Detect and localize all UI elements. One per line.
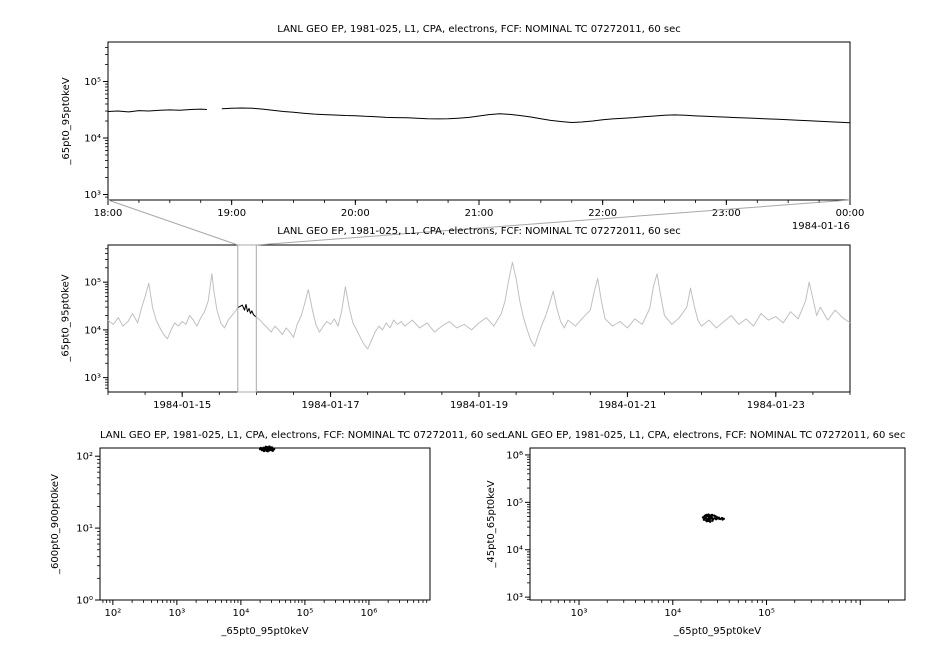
data-point	[704, 517, 707, 520]
chart-panel-0: 10³ 10⁴ 10⁵ 18:00 19:00 20:00 21:00 22:00 23:00 0…	[84, 41, 865, 219]
y-tick-label: 10⁴	[84, 325, 101, 336]
x-tick-label: 10⁴	[664, 608, 681, 619]
x-tick-label: 1984-01-17	[302, 400, 360, 411]
x-tick-label: 10³	[571, 608, 588, 619]
y-tick-label: 10⁵	[84, 77, 101, 88]
panel4-x-axis-label: _65pt0_95pt0keV	[673, 626, 762, 637]
zoom-region-box[interactable]	[237, 244, 257, 393]
data-point	[721, 518, 724, 521]
data-point	[705, 513, 708, 517]
chart-panel-3: 10³ 10⁴ 10⁵ 10⁶ 10³ 10⁴ 10⁵	[506, 447, 906, 619]
panel3-title: LANL GEO EP, 1981-025, L1, CPA, electron…	[100, 430, 504, 441]
data-point	[707, 516, 710, 520]
series-highlighted-interval	[237, 304, 257, 318]
data-point	[714, 518, 718, 521]
x-tick-label: 22:00	[588, 208, 617, 219]
series-context-flux	[107, 261, 851, 350]
y-tick-label: 10⁴	[506, 545, 523, 556]
y-tick-label: 10⁴	[84, 134, 101, 145]
x-tick-label: 10²	[104, 608, 121, 619]
panel4-y-axis-label: _45pt0_65pt0keV	[486, 480, 497, 568]
y-tick-label: 10⁶	[506, 450, 523, 461]
y-tick-label: 10³	[84, 373, 101, 384]
data-point	[271, 449, 274, 452]
y-tick-label: 10⁵	[506, 498, 523, 509]
panel1-title: LANL GEO EP, 1981-025, L1, CPA, electron…	[277, 24, 681, 35]
x-tick-label: 20:00	[341, 208, 370, 219]
data-point	[705, 519, 709, 522]
panel2-title: LANL GEO EP, 1981-025, L1, CPA, electron…	[277, 226, 681, 237]
x-tick-label: 19:00	[217, 208, 246, 219]
chart-panel-2: 10⁰ 10¹ 10² 10² 10³ 10⁴ 10⁵ 10⁶	[76, 445, 431, 619]
panel3-y-axis-label: _600pt0_900pt0keV	[50, 474, 61, 574]
series-electron-flux-65-95keV	[107, 107, 851, 124]
zoom-link-line-right	[256, 199, 851, 246]
panel2-y-axis-label: _65pt0_95pt0keV	[60, 274, 72, 362]
data-point	[708, 519, 711, 523]
y-tick-label: 10³	[84, 190, 101, 201]
context-date-label: 1984-01-16	[791, 221, 850, 232]
x-tick-label: 10⁵	[758, 608, 775, 619]
data-point	[264, 447, 267, 450]
data-point	[261, 449, 264, 452]
x-tick-label: 10⁵	[297, 608, 314, 619]
data-point	[707, 513, 710, 516]
x-tick-label: 18:00	[94, 208, 123, 219]
data-point	[267, 449, 270, 452]
y-tick-label: 10⁰	[76, 596, 93, 607]
x-tick-label: 10⁶	[361, 608, 378, 619]
panel3-x-axis-label: _65pt0_95pt0keV	[221, 626, 309, 637]
panel1-y-axis-label: _65pt0_95pt0keV	[61, 77, 72, 165]
zoom-link-line-left	[107, 199, 238, 246]
data-point	[259, 446, 262, 450]
x-tick-label: 23:00	[712, 208, 741, 219]
data-point	[270, 446, 274, 449]
data-point	[272, 448, 276, 451]
y-tick-label: 10²	[76, 452, 93, 463]
y-tick-label: 10¹	[76, 524, 93, 535]
data-point	[712, 514, 716, 517]
chart-panel-1: 10³ 10⁴ 10⁵ 1984-01-15 1984-01-17 1984-01-19 1…	[84, 244, 851, 411]
axis-frame[interactable]	[99, 447, 431, 601]
data-point	[717, 516, 720, 519]
data-point	[267, 446, 270, 450]
y-tick-label: 10³	[506, 593, 523, 604]
data-point	[703, 515, 706, 518]
data-point	[269, 448, 272, 451]
x-tick-label: 10⁴	[233, 608, 250, 619]
data-point	[710, 513, 714, 517]
axis-frame[interactable]	[107, 41, 851, 201]
axis-frame[interactable]	[529, 447, 906, 601]
panel4-title: LANL GEO EP, 1981-025, L1, CPA, electron…	[502, 430, 906, 441]
data-point	[711, 518, 715, 521]
x-tick-label: 1984-01-23	[747, 400, 805, 411]
x-tick-label: 1984-01-15	[153, 400, 211, 411]
x-tick-label: 1984-01-21	[598, 400, 656, 411]
x-tick-label: 21:00	[465, 208, 494, 219]
x-tick-label: 10³	[168, 608, 185, 619]
x-tick-label: 1984-01-19	[450, 400, 508, 411]
y-tick-label: 10⁵	[84, 278, 101, 289]
x-tick-label: 00:00	[836, 208, 865, 219]
